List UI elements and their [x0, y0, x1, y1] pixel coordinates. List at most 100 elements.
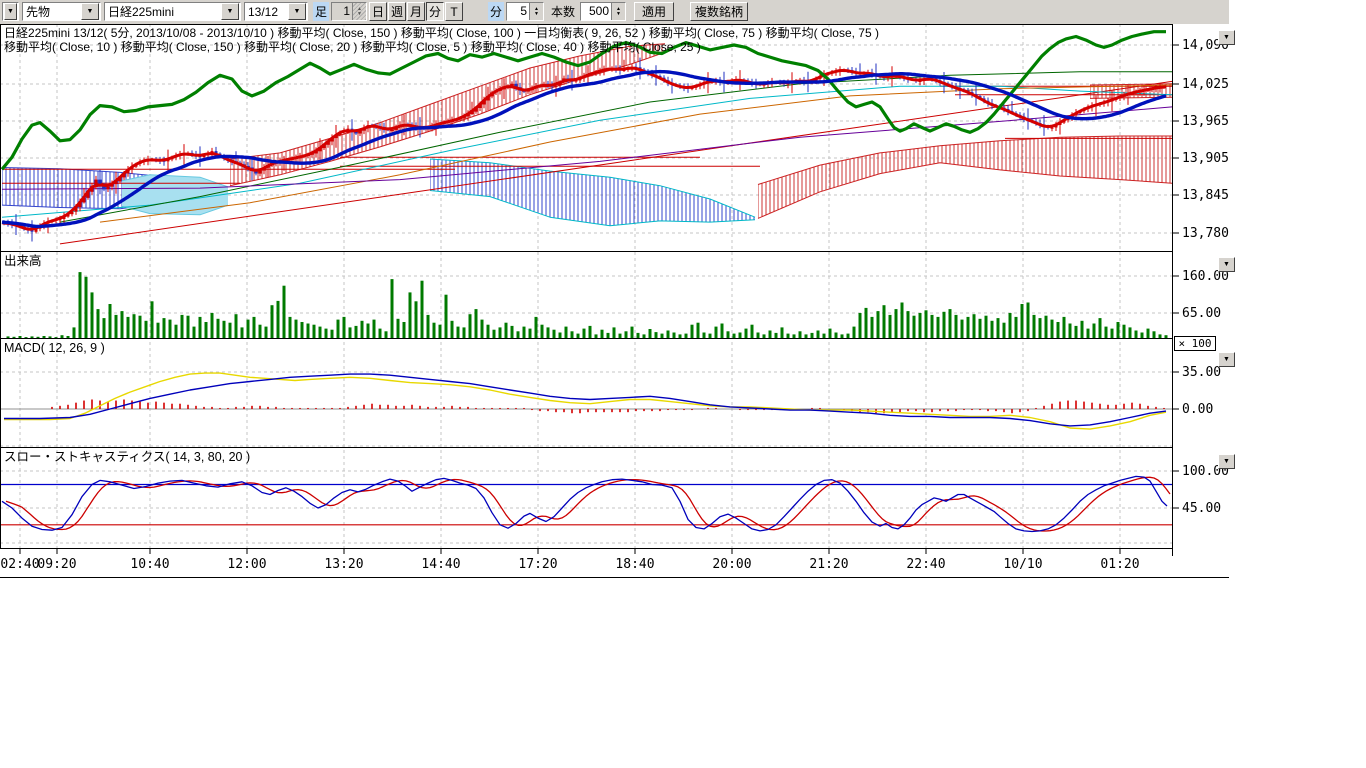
- volume-bar: [841, 334, 844, 338]
- volume-bar: [325, 329, 328, 338]
- volume-bar: [391, 279, 394, 338]
- volume-bar: [25, 337, 28, 338]
- volume-bar: [31, 336, 34, 338]
- volume-bar: [139, 316, 142, 338]
- volume-bar: [1015, 317, 1018, 338]
- chevron-down-icon: ▼: [1223, 356, 1230, 363]
- volume-bar: [259, 325, 262, 338]
- x-axis-label: 20:00: [712, 557, 751, 572]
- volume-bar: [79, 272, 82, 338]
- axis-label: 13,845: [1182, 188, 1229, 203]
- volume-bar: [955, 315, 958, 338]
- volume-bar: [475, 309, 478, 338]
- mini-combo[interactable]: ▼: [2, 2, 19, 21]
- volume-bar: [973, 314, 976, 338]
- volume-bar: [169, 320, 172, 338]
- volume-bar: [1069, 324, 1072, 339]
- bar-count-label: 本数: [548, 2, 578, 21]
- multi-symbol-button[interactable]: 複数銘柄: [690, 2, 748, 21]
- volume-bar: [427, 315, 430, 338]
- volume-bar: [1159, 334, 1162, 338]
- trading-chart-app: { "toolbar": { "mini_combo": "", "combo_…: [0, 0, 1366, 768]
- chart-canvas[interactable]: 14,09014,02513,96513,90513,84513,780160.…: [0, 0, 1240, 584]
- volume-bar: [385, 331, 388, 338]
- volume-bar: [1123, 325, 1126, 338]
- volume-bar: [967, 317, 970, 338]
- bar-interval-value: 1: [332, 3, 352, 20]
- bar-count-stepper[interactable]: 500 ▲▼: [580, 2, 626, 21]
- volume-bar: [865, 308, 868, 338]
- volume-bar: [505, 323, 508, 338]
- chevron-down-icon[interactable]: ▼: [4, 3, 17, 20]
- volume-bar: [451, 321, 454, 338]
- volume-bar: [847, 334, 850, 338]
- volume-bar: [349, 327, 352, 338]
- volume-scale-menu-button[interactable]: ▼: [1218, 257, 1235, 272]
- chevron-down-icon: ▼: [1223, 261, 1230, 268]
- macd-panel: [4, 373, 1166, 429]
- volume-bar: [685, 334, 688, 338]
- volume-bar: [1021, 304, 1024, 338]
- volume-bar: [433, 323, 436, 338]
- volume-bar: [961, 320, 964, 338]
- market-combo[interactable]: 先物 ▼: [22, 2, 101, 21]
- volume-bar: [439, 325, 442, 338]
- macd-panel-label: MACD( 12, 26, 9 ): [4, 341, 105, 355]
- bar-interval-stepper: 1 ▲▼: [331, 2, 367, 21]
- chevron-down-icon[interactable]: ▼: [221, 3, 239, 20]
- x-axis-label: 10:40: [130, 557, 169, 572]
- price-scale-menu-button[interactable]: ▼: [1218, 30, 1235, 45]
- volume-bar: [835, 333, 838, 339]
- minute-value: 5: [507, 3, 529, 20]
- volume-bar: [121, 311, 124, 338]
- apply-button[interactable]: 適用: [634, 2, 674, 21]
- volume-bar: [931, 315, 934, 338]
- volume-bar: [235, 314, 238, 338]
- daily-button[interactable]: 日: [369, 2, 387, 21]
- volume-bar: [943, 312, 946, 338]
- contract-combo-value: 13/12: [245, 5, 287, 19]
- volume-bar: [253, 317, 256, 338]
- volume-bar: [1141, 333, 1144, 339]
- cloud-blue-low: [430, 159, 755, 226]
- volume-bar: [37, 337, 40, 338]
- stoch-d-line: [6, 477, 1170, 531]
- chevron-down-icon[interactable]: ▼: [288, 3, 306, 20]
- volume-bar: [133, 314, 136, 338]
- spinner-arrows-icon: ▲▼: [352, 3, 366, 20]
- volume-bar: [673, 333, 676, 339]
- volume-bar: [637, 333, 640, 338]
- volume-bar: [457, 327, 460, 338]
- volume-bar: [1153, 331, 1156, 338]
- x-axis-label: 02:40: [0, 557, 39, 572]
- spinner-arrows-icon[interactable]: ▲▼: [611, 3, 625, 20]
- volume-bar: [1045, 316, 1048, 338]
- volume-scale-note: × 100: [1174, 336, 1216, 351]
- volume-bar: [937, 317, 940, 338]
- volume-bar: [409, 292, 412, 338]
- symbol-combo[interactable]: 日経225mini ▼: [104, 2, 241, 21]
- spinner-arrows-icon[interactable]: ▲▼: [529, 3, 543, 20]
- volume-bar: [283, 286, 286, 338]
- volume-bar: [97, 309, 100, 338]
- volume-bar: [319, 327, 322, 338]
- volume-bar: [511, 326, 514, 338]
- monthly-button[interactable]: 月: [407, 2, 425, 21]
- minute-stepper[interactable]: 5 ▲▼: [506, 2, 544, 21]
- x-axis-label: 12:00: [227, 557, 266, 572]
- volume-bar: [1129, 327, 1132, 338]
- volume-bar: [211, 313, 214, 338]
- volume-bar: [343, 317, 346, 338]
- volume-bar: [781, 327, 784, 338]
- volume-bar: [625, 331, 628, 338]
- minute-button[interactable]: 分: [426, 2, 444, 21]
- stoch-scale-menu-button[interactable]: ▼: [1218, 454, 1235, 469]
- weekly-button[interactable]: 週: [388, 2, 406, 21]
- contract-combo[interactable]: 13/12 ▼: [244, 2, 308, 21]
- volume-bar: [697, 323, 700, 338]
- chevron-down-icon[interactable]: ▼: [81, 3, 99, 20]
- volume-bar: [481, 320, 484, 338]
- cloud-red-right: [758, 136, 1172, 218]
- macd-scale-menu-button[interactable]: ▼: [1218, 352, 1235, 367]
- tick-button[interactable]: T: [445, 2, 463, 21]
